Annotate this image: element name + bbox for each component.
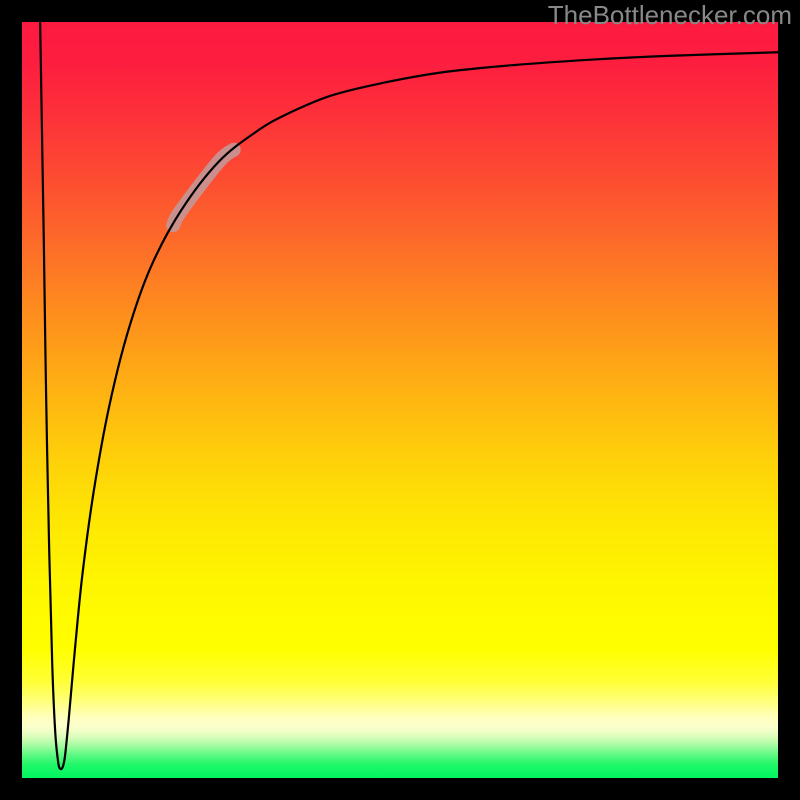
gradient-background <box>22 22 778 778</box>
chart-canvas <box>0 0 800 800</box>
bottleneck-chart: TheBottlenecker.com <box>0 0 800 800</box>
